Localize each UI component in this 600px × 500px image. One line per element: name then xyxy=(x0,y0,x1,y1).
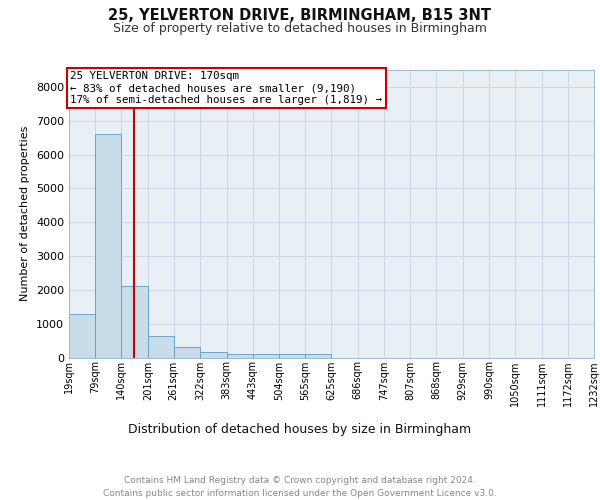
Bar xyxy=(174,348,200,358)
Bar xyxy=(227,354,253,358)
Bar xyxy=(95,134,121,358)
Bar xyxy=(148,336,174,357)
Bar xyxy=(200,352,227,358)
Bar xyxy=(121,286,148,358)
Text: 25, YELVERTON DRIVE, BIRMINGHAM, B15 3NT: 25, YELVERTON DRIVE, BIRMINGHAM, B15 3NT xyxy=(109,8,491,22)
Text: Distribution of detached houses by size in Birmingham: Distribution of detached houses by size … xyxy=(128,422,472,436)
Bar xyxy=(279,354,305,358)
Bar xyxy=(69,314,95,358)
Text: 25 YELVERTON DRIVE: 170sqm
← 83% of detached houses are smaller (9,190)
17% of s: 25 YELVERTON DRIVE: 170sqm ← 83% of deta… xyxy=(70,72,382,104)
Y-axis label: Number of detached properties: Number of detached properties xyxy=(20,126,31,302)
Text: Contains public sector information licensed under the Open Government Licence v3: Contains public sector information licen… xyxy=(103,489,497,498)
Bar xyxy=(253,354,279,358)
Bar xyxy=(305,354,331,358)
Text: Size of property relative to detached houses in Birmingham: Size of property relative to detached ho… xyxy=(113,22,487,35)
Text: Contains HM Land Registry data © Crown copyright and database right 2024.: Contains HM Land Registry data © Crown c… xyxy=(124,476,476,485)
